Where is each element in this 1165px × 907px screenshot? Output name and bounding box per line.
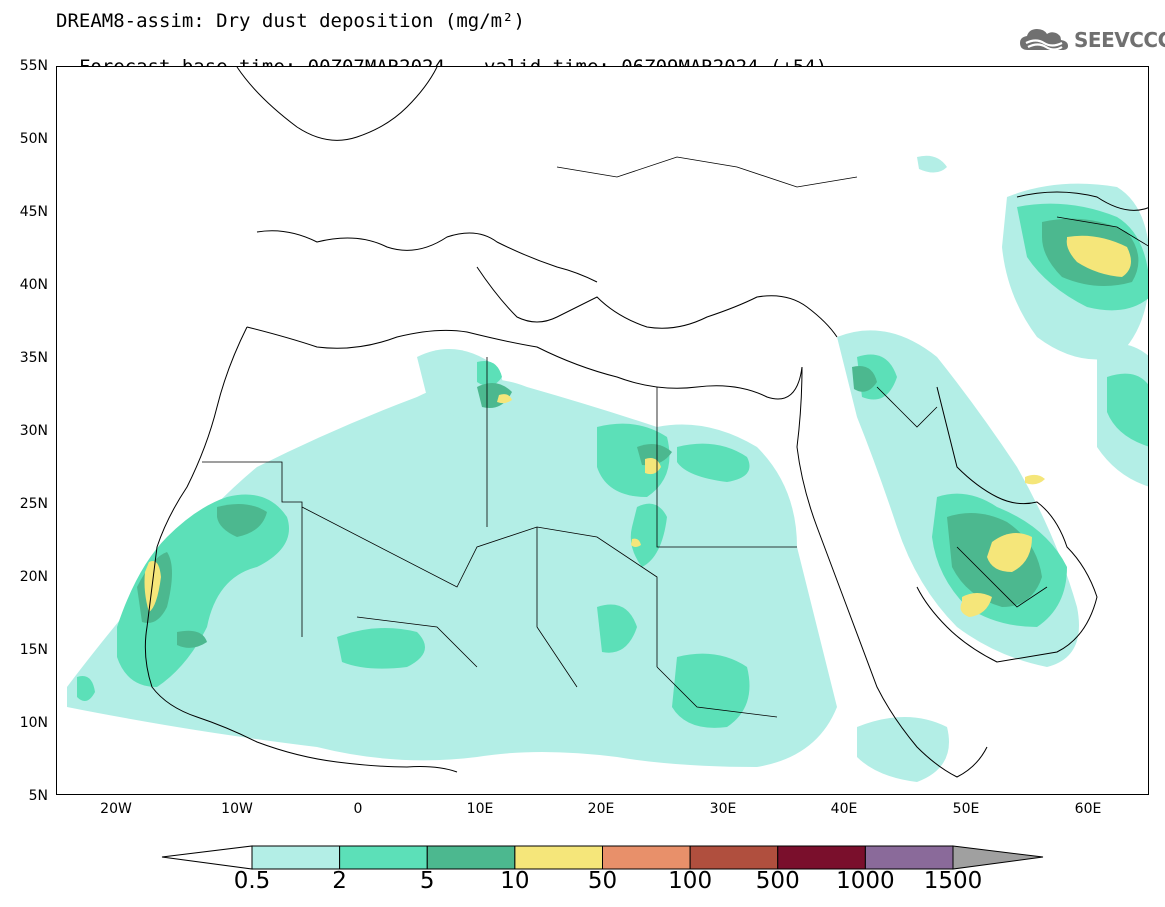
- lat-label: 25N: [19, 496, 48, 512]
- colorbar-segment: [777, 845, 866, 870]
- lon-label: 60E: [1074, 801, 1102, 817]
- lat-label: 45N: [19, 204, 48, 220]
- lon-label: 10W: [221, 801, 253, 817]
- lat-label: 50N: [19, 131, 48, 147]
- colorbar-label: 500: [755, 868, 800, 894]
- colorbar-segment: [689, 845, 779, 870]
- seevccc-logo: SEEVCCC: [1018, 26, 1165, 54]
- colorbar-segment: [514, 845, 603, 870]
- colorbar-label: 0.5: [233, 868, 271, 894]
- dust-level-10-50: [144, 235, 1131, 617]
- lat-label: 40N: [19, 277, 48, 293]
- colorbar-label: 50: [587, 868, 618, 894]
- logo-text: SEEVCCC: [1074, 28, 1165, 52]
- lat-label: 35N: [19, 350, 48, 366]
- colorbar-over-arrow: [952, 845, 1044, 870]
- map-title: DREAM8-assim: Dry dust deposition (mg/m²…: [56, 10, 525, 32]
- colorbar-label: 1500: [923, 868, 983, 894]
- lat-label: 5N: [28, 788, 48, 804]
- colorbar-segment: [426, 845, 516, 870]
- lat-label: 20N: [19, 569, 48, 585]
- colorbar-label: 5: [419, 868, 435, 894]
- colorbar-label: 10: [500, 868, 530, 894]
- borders: [202, 156, 1148, 718]
- lon-label: 40E: [830, 801, 858, 817]
- map-area: [56, 66, 1149, 795]
- colorbar-label: 2: [332, 868, 347, 894]
- lat-label: 10N: [19, 715, 48, 731]
- lon-label: 50E: [952, 801, 980, 817]
- cloud-icon: [1020, 29, 1068, 51]
- colorbar-label: 100: [668, 868, 713, 894]
- colorbar-segment: [339, 845, 428, 870]
- lat-label: 15N: [19, 642, 48, 658]
- lat-label: 30N: [19, 423, 48, 439]
- colorbar-segment: [251, 845, 341, 870]
- colorbar-segment: [864, 845, 954, 870]
- lon-label: 30E: [709, 801, 737, 817]
- lon-label: 20W: [100, 801, 132, 817]
- colorbar-label: 1000: [836, 868, 895, 894]
- colorbar-under-arrow: [161, 845, 253, 870]
- lon-label: 10E: [466, 801, 494, 817]
- colorbar-segment: [602, 845, 691, 870]
- colorbar: [161, 845, 1044, 870]
- coastlines: [144, 67, 1148, 778]
- lon-label: 0: [353, 801, 363, 817]
- lon-label: 20E: [587, 801, 615, 817]
- lat-label: 55N: [19, 58, 48, 74]
